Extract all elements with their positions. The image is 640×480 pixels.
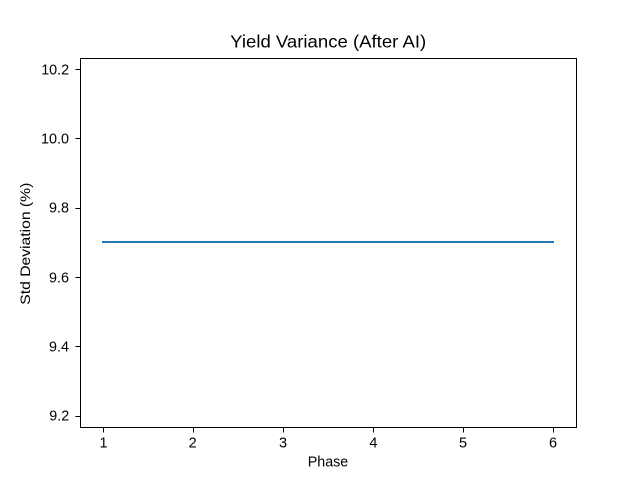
svg-text:9.2: 9.2 <box>49 409 69 425</box>
svg-text:2: 2 <box>189 436 197 452</box>
svg-text:1: 1 <box>99 436 107 452</box>
svg-text:6: 6 <box>549 436 557 452</box>
svg-text:9.6: 9.6 <box>49 271 69 287</box>
svg-text:3: 3 <box>279 436 287 452</box>
svg-text:Phase: Phase <box>308 455 349 471</box>
svg-text:10.0: 10.0 <box>41 132 69 148</box>
svg-text:4: 4 <box>369 436 377 452</box>
svg-text:9.8: 9.8 <box>49 201 69 217</box>
svg-text:9.4: 9.4 <box>49 340 69 356</box>
svg-text:10.2: 10.2 <box>41 63 69 79</box>
svg-text:5: 5 <box>459 436 467 452</box>
svg-text:Yield Variance (After AI): Yield Variance (After AI) <box>230 32 426 52</box>
svg-text:Std Deviation (%): Std Deviation (%) <box>17 183 33 305</box>
